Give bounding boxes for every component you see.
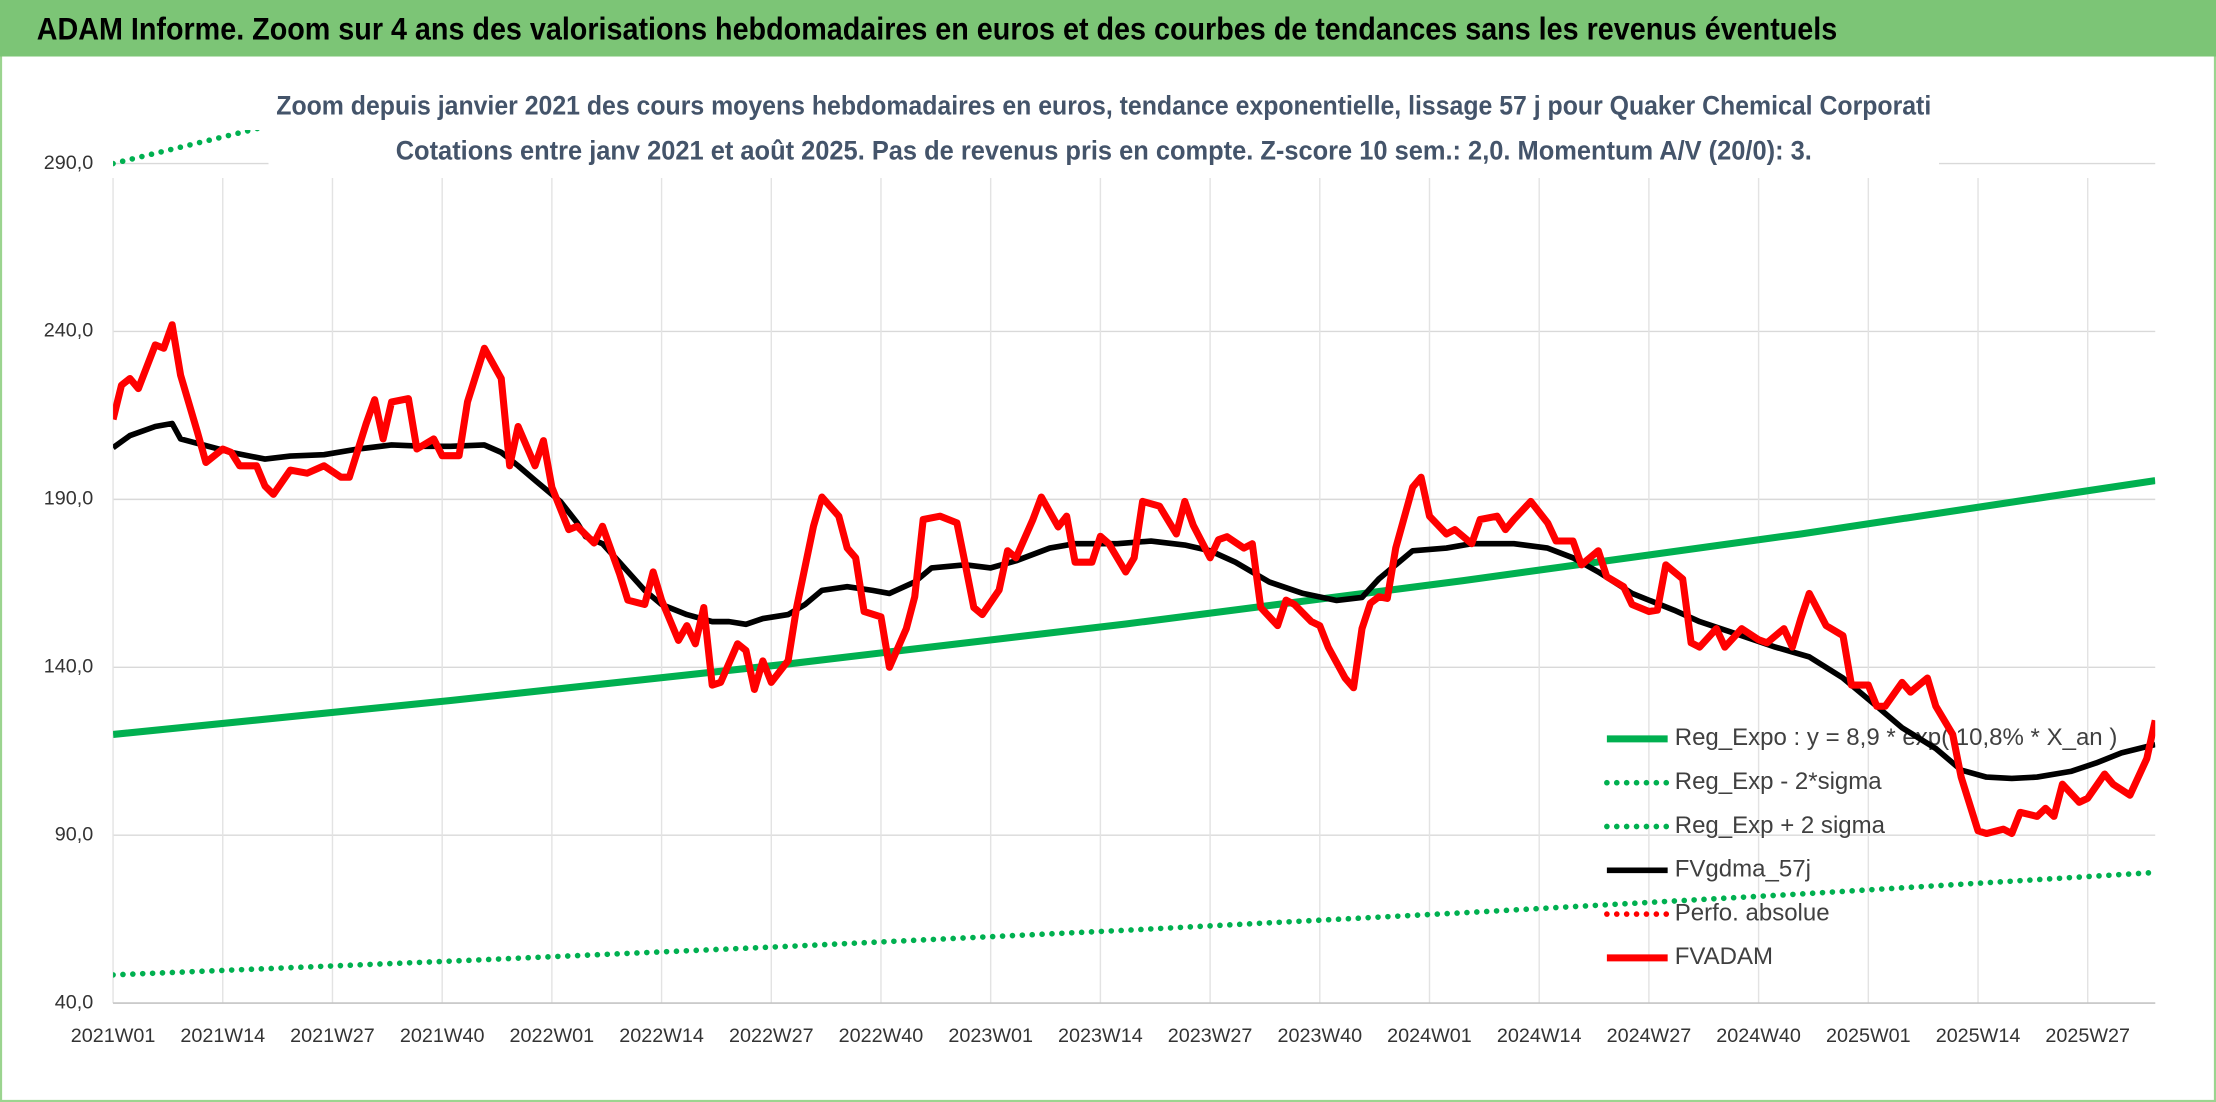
page-title: ADAM Informe. Zoom sur 4 ans des valoris… <box>37 11 1838 46</box>
series-line <box>113 420 2156 782</box>
legend-label: Reg_Expo : y = 8,9 * exp( 10,8% * X_an ) <box>1675 724 2118 751</box>
series-line <box>113 477 2156 738</box>
x-tick-label: 2022W01 <box>510 1025 595 1047</box>
y-tick-label: 240,0 <box>44 320 93 342</box>
legend-label: FVADAM <box>1675 943 1773 970</box>
chart-title: Zoom depuis janvier 2021 des cours moyen… <box>276 90 1931 120</box>
x-tick-label: 2024W40 <box>1716 1025 1801 1047</box>
legend-label: Reg_Exp - 2*sigma <box>1675 768 1883 795</box>
x-tick-label: 2024W01 <box>1387 1025 1472 1047</box>
x-tick-label: 2024W27 <box>1607 1025 1692 1047</box>
x-tick-label: 2021W27 <box>290 1025 375 1047</box>
x-tick-label: 2022W27 <box>729 1025 814 1047</box>
x-tick-label: 2023W40 <box>1277 1025 1362 1047</box>
y-tick-label: 40,0 <box>55 991 93 1013</box>
series-line <box>113 321 2156 838</box>
x-tick-label: 2021W14 <box>180 1025 265 1047</box>
x-tick-label: 2022W14 <box>619 1025 704 1047</box>
y-tick-label: 140,0 <box>44 656 93 678</box>
x-tick-label: 2025W27 <box>2045 1025 2130 1047</box>
y-tick-label: 190,0 <box>44 488 93 510</box>
series-line <box>113 869 2156 978</box>
x-tick-label: 2023W01 <box>948 1025 1033 1047</box>
plot <box>113 129 2156 978</box>
legend-label: FVgdma_57j <box>1675 856 1811 883</box>
x-tick-label: 2021W01 <box>71 1025 156 1047</box>
x-tick-label: 2024W14 <box>1497 1025 1582 1047</box>
legend-label: Reg_Exp + 2 sigma <box>1675 812 1886 839</box>
x-tick-label: 2025W14 <box>1936 1025 2021 1047</box>
y-tick-label: 290,0 <box>44 152 93 174</box>
legend-label: Perfo. absolue <box>1675 899 1830 926</box>
y-tick-label: 90,0 <box>55 823 93 845</box>
chart-subtitle: Cotations entre janv 2021 et août 2025. … <box>396 136 1812 166</box>
title-box <box>268 84 1940 179</box>
x-tick-label: 2022W40 <box>839 1025 924 1047</box>
x-tick-label: 2021W40 <box>400 1025 485 1047</box>
x-tick-label: 2023W27 <box>1168 1025 1253 1047</box>
grid: 40,0 90,0 140,0 190,0 240,0 290,0 2021W01 2021W… <box>44 152 2156 1047</box>
header-band <box>0 0 2216 57</box>
x-tick-label: 2025W01 <box>1826 1025 1911 1047</box>
legend: Reg_Expo : y = 8,9 * exp( 10,8% * X_an )… <box>1604 724 2118 970</box>
x-tick-label: 2023W14 <box>1058 1025 1143 1047</box>
